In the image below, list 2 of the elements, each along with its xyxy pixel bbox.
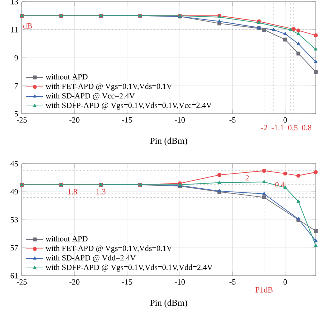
x-axis-title: Pin (dBm) (150, 138, 188, 146)
x-axis-title: Pin (dBm) (150, 300, 188, 308)
